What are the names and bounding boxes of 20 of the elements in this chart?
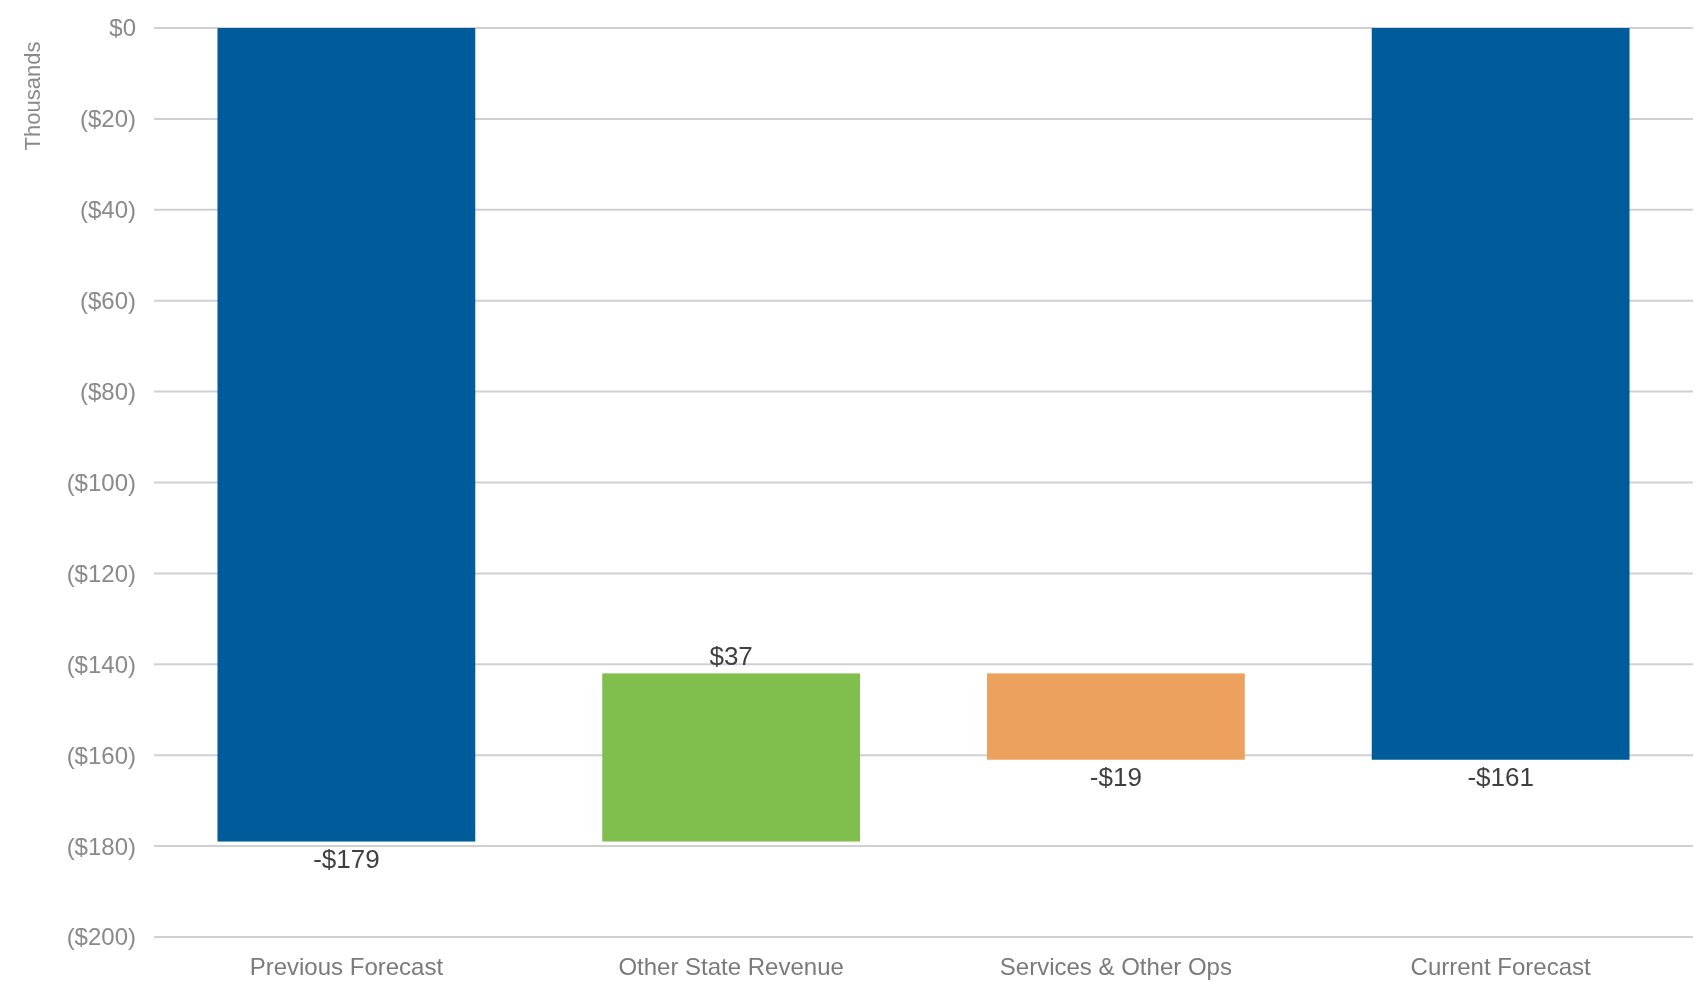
y-tick-label: ($120) <box>66 559 136 587</box>
x-tick-label: Previous Forecast <box>249 953 444 980</box>
data-label: -$179 <box>313 843 380 874</box>
x-tick-label: Current Forecast <box>1410 953 1591 980</box>
y-tick-label: ($20) <box>79 105 136 133</box>
y-tick-label: ($80) <box>79 378 136 405</box>
y-tick-label: ($100) <box>66 468 136 496</box>
y-tick-label: ($140) <box>66 650 136 678</box>
y-tick-label: $0 <box>109 14 136 42</box>
data-label: -$19 <box>1089 761 1142 792</box>
y-tick-label: ($160) <box>66 741 136 769</box>
x-tick-label: Other State Revenue <box>618 953 844 980</box>
y-tick-label: ($40) <box>79 196 136 224</box>
y-tick-label: ($180) <box>66 832 136 860</box>
data-label: $37 <box>709 641 753 672</box>
y-tick-label: ($60) <box>79 287 136 315</box>
data-label: -$161 <box>1467 761 1534 792</box>
y-tick-label: ($200) <box>66 923 136 951</box>
y-axis-title: Thousands <box>20 41 45 151</box>
x-tick-label: Services & Other Ops <box>999 953 1232 980</box>
